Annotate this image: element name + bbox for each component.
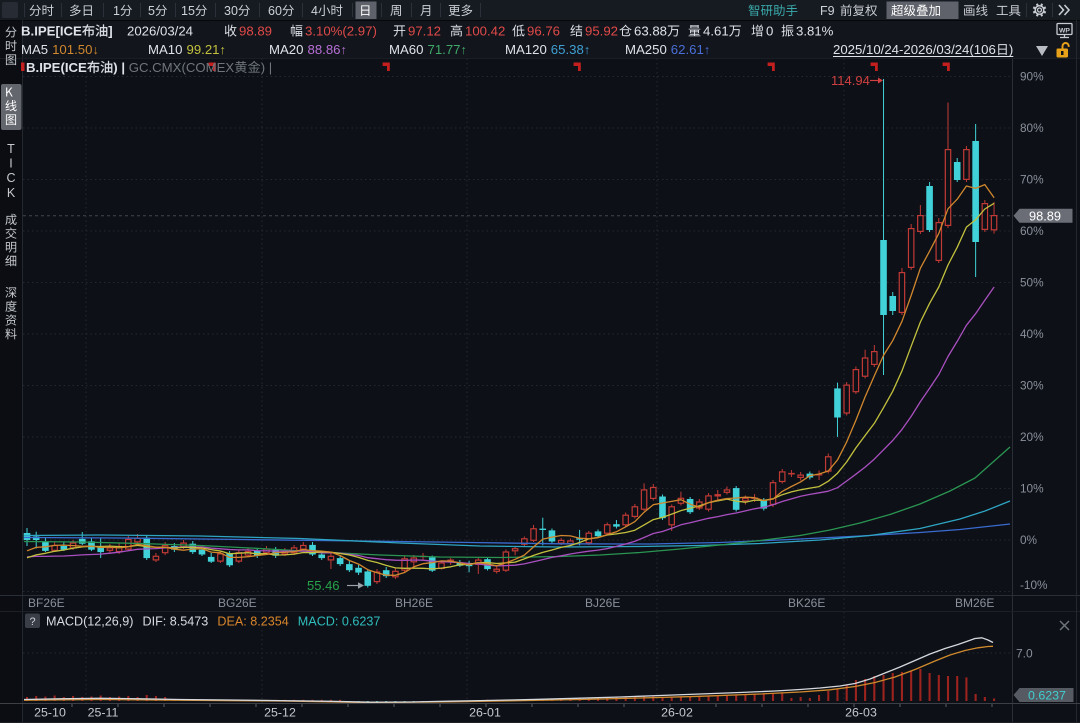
svg-text:B.IPE(ICE: B.IPE(ICE <box>26 60 87 75</box>
svg-text:0: 0 <box>231 4 238 18</box>
svg-text:26-02: 26-02 <box>661 706 693 720</box>
svg-text:1: 1 <box>181 4 188 18</box>
svg-text:K: K <box>7 186 16 200</box>
svg-text:4: 4 <box>311 4 318 18</box>
svg-text:BK26E: BK26E <box>788 596 825 610</box>
svg-text:50%: 50% <box>1020 276 1044 290</box>
svg-text:C: C <box>6 171 15 185</box>
svg-text:96.76: 96.76 <box>527 24 560 39</box>
svg-text:25-11: 25-11 <box>88 706 119 720</box>
svg-text:40%: 40% <box>1020 327 1044 341</box>
svg-text:DIF: 8.5473: DIF: 8.5473 <box>143 615 209 629</box>
svg-text:↓: ↓ <box>93 43 99 57</box>
svg-text:DEA: 8.2354: DEA: 8.2354 <box>217 615 288 629</box>
svg-text:65.38: 65.38 <box>551 42 584 57</box>
svg-text:97.12: 97.12 <box>408 24 441 39</box>
svg-text:↑: ↑ <box>461 43 467 57</box>
svg-text:7.0: 7.0 <box>1016 647 1033 661</box>
svg-text:I: I <box>9 157 12 171</box>
svg-text:B.IPE[ICE: B.IPE[ICE <box>21 24 82 39</box>
svg-text:-10%: -10% <box>1020 578 1048 592</box>
svg-text:MA120: MA120 <box>505 42 547 57</box>
svg-text:) |: ) | <box>261 60 272 75</box>
svg-text:99.21: 99.21 <box>187 42 220 57</box>
svg-text:114.94: 114.94 <box>831 73 870 88</box>
svg-text:2025/10/24-2026/03/24(106: 2025/10/24-2026/03/24(106 <box>833 42 996 57</box>
svg-text:?: ? <box>29 616 35 628</box>
svg-text:MA5: MA5 <box>21 42 48 57</box>
svg-text:): ) <box>1009 42 1013 57</box>
svg-text:3.10%(2.97): 3.10%(2.97) <box>305 24 377 39</box>
svg-text:80%: 80% <box>1020 121 1044 135</box>
svg-text:98.89: 98.89 <box>1029 208 1061 223</box>
svg-text:BM26E: BM26E <box>955 596 994 610</box>
svg-text:↑: ↑ <box>220 43 226 57</box>
svg-text:MA60: MA60 <box>389 42 423 57</box>
svg-text:F9: F9 <box>820 4 835 18</box>
svg-text:62.61: 62.61 <box>671 42 704 57</box>
svg-text:71.77: 71.77 <box>428 42 461 57</box>
svg-text:70%: 70% <box>1020 173 1044 187</box>
svg-text:BF26E: BF26E <box>28 596 65 610</box>
svg-text:0%: 0% <box>1020 533 1038 547</box>
svg-text:88.86: 88.86 <box>308 42 341 57</box>
svg-text:BG26E: BG26E <box>218 596 257 610</box>
svg-text:98.89: 98.89 <box>239 24 272 39</box>
svg-text:↑: ↑ <box>584 43 590 57</box>
svg-text:↑: ↑ <box>341 43 347 57</box>
svg-text:100.42: 100.42 <box>465 24 505 39</box>
svg-text:20%: 20% <box>1020 430 1044 444</box>
svg-text:6: 6 <box>268 4 275 18</box>
svg-text:55.46: 55.46 <box>307 578 340 593</box>
svg-text:30%: 30% <box>1020 379 1044 393</box>
svg-text:3: 3 <box>224 4 231 18</box>
svg-text:MA20: MA20 <box>269 42 303 57</box>
svg-text:0.6237: 0.6237 <box>1028 689 1066 703</box>
svg-text:95.92: 95.92 <box>585 24 618 39</box>
svg-text:0: 0 <box>766 24 773 39</box>
svg-text:90%: 90% <box>1020 70 1044 84</box>
svg-text:0: 0 <box>275 4 282 18</box>
svg-text:63.88: 63.88 <box>634 24 667 39</box>
svg-text:WP: WP <box>1059 27 1070 34</box>
svg-text:MACD: 0.6237: MACD: 0.6237 <box>298 615 381 629</box>
svg-text:5: 5 <box>188 4 195 18</box>
svg-text:2026/03/24: 2026/03/24 <box>127 24 193 39</box>
svg-text:MA10: MA10 <box>148 42 182 57</box>
svg-text:T: T <box>7 142 15 156</box>
svg-text:25-12: 25-12 <box>264 706 296 720</box>
svg-text:26-03: 26-03 <box>845 706 877 720</box>
svg-text:) |: ) | <box>113 60 125 75</box>
svg-text:MACD(12,26,9): MACD(12,26,9) <box>46 615 134 629</box>
svg-text:BJ26E: BJ26E <box>585 596 620 610</box>
svg-text:60%: 60% <box>1020 224 1044 238</box>
svg-text:MA250: MA250 <box>625 42 667 57</box>
svg-text:3.81%: 3.81% <box>796 24 834 39</box>
svg-text:10%: 10% <box>1020 482 1044 496</box>
svg-text:26-01: 26-01 <box>469 706 501 720</box>
svg-text:1: 1 <box>113 4 120 18</box>
svg-text:]: ] <box>108 24 112 39</box>
svg-text:25-10: 25-10 <box>34 706 66 720</box>
svg-text:BH26E: BH26E <box>395 596 433 610</box>
svg-text:GC.CMX(COMEX: GC.CMX(COMEX <box>129 60 235 75</box>
svg-text:↑: ↑ <box>704 43 710 57</box>
svg-text:5: 5 <box>148 4 155 18</box>
svg-text:101.50: 101.50 <box>52 42 92 57</box>
svg-text:4.61: 4.61 <box>703 24 729 39</box>
